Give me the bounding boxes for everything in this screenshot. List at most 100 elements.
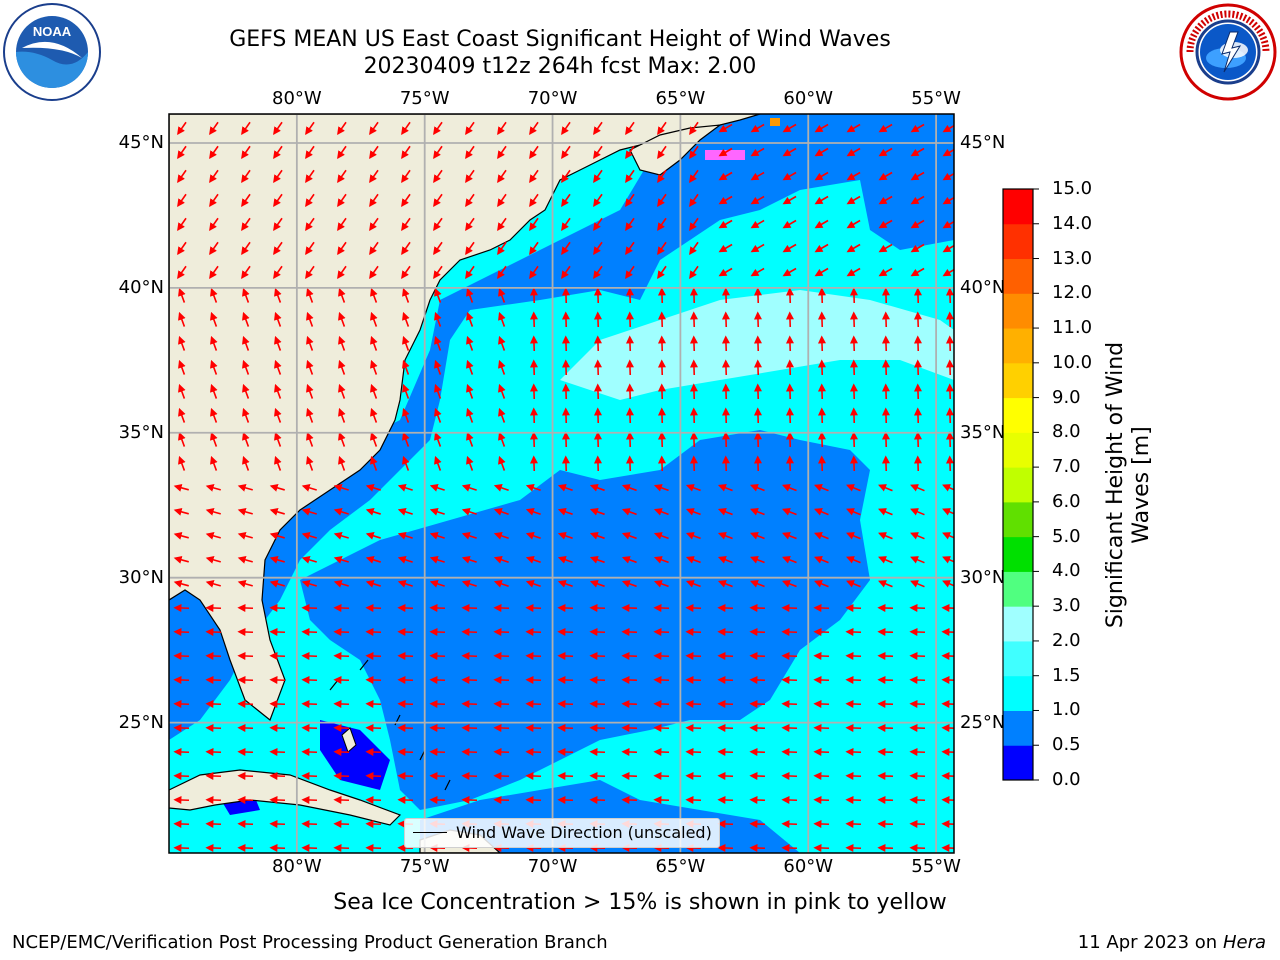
wave-direction-arrow: [274, 359, 282, 375]
colorbar-frame: [1002, 188, 1034, 781]
wave-direction-arrow: [493, 556, 509, 564]
colorbar-tick-label: 15.0: [1052, 178, 1093, 199]
wave-direction-arrow: [210, 431, 218, 447]
lon-label-bottom: 65°W: [655, 856, 706, 877]
lon-label-bottom: 75°W: [399, 856, 450, 877]
wave-direction-arrow: [369, 193, 379, 208]
lat-label-right: 25°N: [960, 711, 1006, 733]
wave-direction-arrow: [242, 311, 250, 327]
wave-direction-arrow: [333, 483, 349, 492]
wave-direction-arrow: [433, 217, 443, 232]
wave-direction-arrow: [466, 335, 474, 351]
wave-direction-arrow: [525, 532, 541, 540]
wave-direction-arrow: [561, 265, 571, 280]
lon-label-top: 55°W: [911, 88, 961, 109]
wave-direction-arrow: [497, 145, 507, 160]
wave-direction-arrow: [846, 484, 861, 492]
wave-direction-arrow: [241, 265, 251, 280]
wave-direction-arrow: [942, 244, 954, 253]
wave-direction-arrow: [178, 359, 186, 375]
wave-direction-arrow: [557, 580, 573, 588]
wave-direction-arrow: [497, 169, 507, 184]
wave-direction-arrow: [305, 265, 315, 280]
wave-direction-arrow: [529, 193, 539, 208]
wave-direction-arrow: [749, 508, 765, 516]
wave-direction-arrow: [173, 483, 189, 492]
wave-direction-arrow: [434, 311, 442, 327]
wave-direction-arrow: [878, 195, 893, 205]
wave-direction-arrow: [782, 171, 797, 181]
wave-direction-arrow: [685, 508, 701, 516]
wave-direction-arrow: [589, 556, 605, 564]
wave-direction-arrow: [493, 508, 509, 516]
wave-direction-arrow: [177, 121, 187, 136]
wave-direction-arrow: [593, 217, 603, 232]
wave-direction-arrow: [942, 124, 954, 133]
wave-direction-arrow: [689, 241, 699, 256]
wave-direction-arrow: [370, 335, 378, 351]
wave-direction-arrow: [814, 508, 829, 516]
wave-direction-arrow: [269, 579, 285, 588]
wave-direction-arrow: [685, 580, 701, 588]
wave-direction-arrow: [942, 172, 954, 181]
wave-direction-arrow: [653, 484, 669, 492]
colorbar-segment: [1003, 501, 1033, 538]
wave-direction-arrow: [241, 145, 251, 160]
wave-direction-arrow: [814, 195, 829, 205]
wave-direction-arrow: [878, 123, 893, 133]
wave-direction-arrow: [498, 383, 506, 399]
wave-direction-arrow: [814, 484, 829, 492]
colorbar-tick-label: 8.0: [1052, 421, 1081, 443]
colorbar-tick-label: 11.0: [1052, 317, 1093, 339]
wave-direction-arrow: [402, 383, 410, 399]
colorbar-tick-label: 5.0: [1052, 525, 1081, 547]
wave-direction-arrow: [689, 265, 699, 280]
wave-direction-arrow: [178, 407, 186, 423]
wave-direction-arrow: [273, 145, 283, 160]
wave-direction-arrow: [305, 193, 315, 208]
wave-direction-arrow: [369, 241, 379, 256]
wave-direction-arrow: [621, 556, 637, 564]
wave-direction-arrow: [717, 484, 733, 492]
wave-direction-arrow: [365, 579, 381, 588]
wave-direction-arrow: [942, 532, 954, 540]
wave-direction-arrow: [273, 193, 283, 208]
wave-direction-arrow: [878, 171, 893, 181]
wave-direction-arrow: [333, 531, 349, 540]
colorbar-tick-label: 0.0: [1052, 769, 1081, 790]
wave-direction-arrow: [333, 555, 349, 564]
wave-direction-arrow: [498, 407, 506, 423]
wave-direction-arrow: [434, 287, 442, 303]
wave-direction-arrow: [429, 580, 445, 588]
wave-direction-arrow: [461, 532, 477, 540]
wave-direction-arrow: [910, 147, 925, 157]
wave-direction-arrow: [497, 193, 507, 208]
wave-direction-arrow: [466, 311, 474, 327]
wave-direction-arrow: [498, 359, 506, 375]
wave-direction-arrow: [337, 193, 347, 208]
wave-direction-arrow: [814, 123, 829, 133]
wave-direction-arrow: [814, 532, 829, 540]
sea-ice-patch-2: [770, 118, 780, 126]
wave-direction-arrow: [337, 169, 347, 184]
wave-direction-arrow: [942, 220, 954, 229]
wave-direction-arrow: [465, 169, 475, 184]
colorbar-segment: [1003, 710, 1033, 746]
wave-direction-arrow: [338, 335, 346, 351]
lon-label-top: 65°W: [655, 88, 706, 109]
wave-direction-arrow: [653, 532, 669, 540]
wave-direction-arrow: [434, 335, 442, 351]
wave-direction-arrow: [910, 484, 925, 492]
wave-direction-arrow: [370, 311, 378, 327]
lat-label-left: 30°N: [118, 566, 164, 588]
colorbar-tick-label: 10.0: [1052, 351, 1093, 373]
wave-direction-arrow: [177, 217, 187, 232]
wave-direction-arrow: [338, 311, 346, 327]
wave-direction-arrow: [274, 455, 282, 471]
wave-direction-arrow: [465, 241, 475, 256]
wave-direction-arrow: [369, 145, 379, 160]
lat-label-left: 25°N: [118, 711, 164, 733]
colorbar-segment: [1003, 675, 1033, 711]
wave-direction-arrow: [370, 407, 378, 423]
wave-direction-arrow: [397, 508, 413, 516]
